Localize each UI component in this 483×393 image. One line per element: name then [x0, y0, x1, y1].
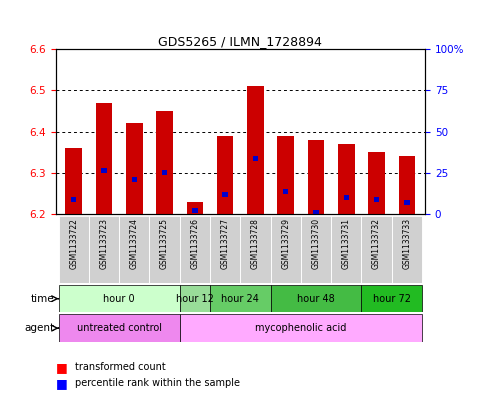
- Bar: [398, 156, 415, 214]
- Bar: [131, 176, 137, 182]
- FancyBboxPatch shape: [392, 216, 422, 283]
- FancyBboxPatch shape: [180, 216, 210, 283]
- Bar: [180, 314, 422, 342]
- Text: agent: agent: [24, 323, 54, 333]
- Text: GSM1133728: GSM1133728: [251, 218, 260, 269]
- Bar: [313, 209, 319, 215]
- Text: transformed count: transformed count: [75, 362, 166, 373]
- Text: ■: ■: [56, 376, 67, 390]
- Bar: [210, 285, 270, 312]
- Bar: [162, 171, 167, 175]
- Text: time: time: [30, 294, 54, 304]
- Text: GSM1133729: GSM1133729: [281, 218, 290, 269]
- Bar: [247, 86, 264, 214]
- Bar: [101, 168, 107, 173]
- Text: GSM1133725: GSM1133725: [160, 218, 169, 269]
- Bar: [126, 123, 142, 214]
- Bar: [223, 192, 228, 197]
- FancyBboxPatch shape: [301, 216, 331, 283]
- Bar: [338, 144, 355, 214]
- Bar: [58, 314, 180, 342]
- Text: GSM1133733: GSM1133733: [402, 218, 412, 269]
- Text: GSM1133730: GSM1133730: [312, 218, 321, 269]
- Bar: [217, 136, 233, 214]
- Bar: [65, 148, 82, 214]
- Bar: [156, 111, 173, 214]
- FancyBboxPatch shape: [89, 216, 119, 283]
- Title: GDS5265 / ILMN_1728894: GDS5265 / ILMN_1728894: [158, 35, 322, 48]
- Bar: [374, 197, 379, 202]
- Text: hour 48: hour 48: [297, 294, 335, 304]
- Bar: [58, 285, 180, 312]
- FancyBboxPatch shape: [119, 216, 149, 283]
- Bar: [71, 197, 76, 202]
- Text: GSM1133724: GSM1133724: [130, 218, 139, 269]
- Text: GSM1133731: GSM1133731: [342, 218, 351, 269]
- Bar: [404, 200, 410, 205]
- Text: percentile rank within the sample: percentile rank within the sample: [75, 378, 240, 388]
- Bar: [270, 285, 361, 312]
- FancyBboxPatch shape: [241, 216, 270, 283]
- Bar: [283, 189, 288, 194]
- Bar: [192, 208, 198, 213]
- Bar: [180, 285, 210, 312]
- Text: hour 0: hour 0: [103, 294, 135, 304]
- Text: GSM1133723: GSM1133723: [99, 218, 109, 269]
- Bar: [253, 156, 258, 161]
- FancyBboxPatch shape: [270, 216, 301, 283]
- Bar: [96, 103, 113, 214]
- Text: hour 24: hour 24: [221, 294, 259, 304]
- Text: GSM1133722: GSM1133722: [69, 218, 78, 269]
- Text: untreated control: untreated control: [77, 323, 162, 333]
- FancyBboxPatch shape: [58, 216, 89, 283]
- Text: GSM1133732: GSM1133732: [372, 218, 381, 269]
- Text: GSM1133727: GSM1133727: [221, 218, 229, 269]
- Text: GSM1133726: GSM1133726: [190, 218, 199, 269]
- Bar: [186, 202, 203, 214]
- Text: hour 12: hour 12: [176, 294, 214, 304]
- Bar: [308, 140, 325, 214]
- FancyBboxPatch shape: [331, 216, 361, 283]
- FancyBboxPatch shape: [210, 216, 241, 283]
- Bar: [368, 152, 385, 214]
- FancyBboxPatch shape: [149, 216, 180, 283]
- Text: hour 72: hour 72: [373, 294, 411, 304]
- Bar: [277, 136, 294, 214]
- Bar: [361, 285, 422, 312]
- Text: ■: ■: [56, 361, 67, 374]
- Text: mycophenolic acid: mycophenolic acid: [255, 323, 347, 333]
- Bar: [343, 195, 349, 200]
- FancyBboxPatch shape: [361, 216, 392, 283]
